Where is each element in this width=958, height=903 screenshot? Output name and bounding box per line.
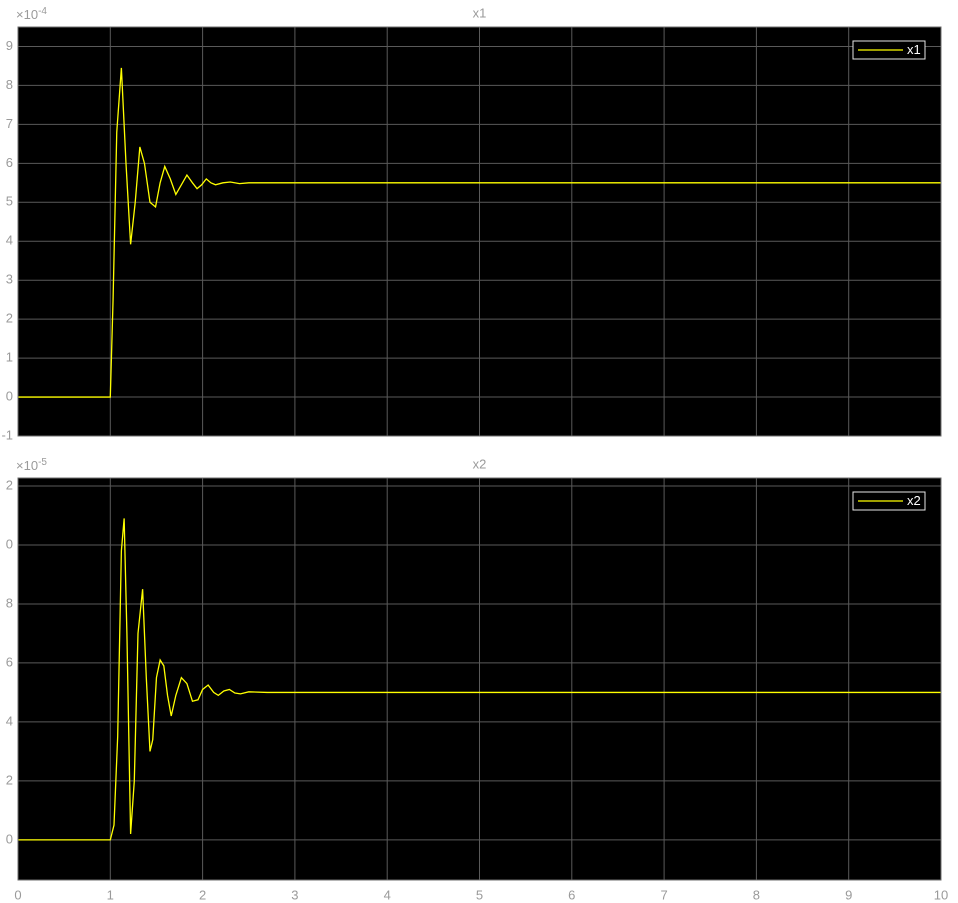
multiplier-exponent: -4 [38,6,47,17]
y-tick-label: 0 [6,536,13,551]
plot-frame [17,477,942,881]
x-tick-label: 1 [107,887,114,902]
x-tick-label: 2 [199,887,206,902]
y-multiplier: ×10-5 [16,457,47,474]
y-tick-label: 1 [6,350,13,365]
y-tick-label: 2 [6,772,13,787]
y-tick-label: -1 [1,427,13,442]
x-tick-label: 10 [934,887,948,902]
x-tick-label: 8 [753,887,760,902]
y-tick-label: 5 [6,194,13,209]
y-tick-label: 7 [6,116,13,131]
chart-title: x2 [473,456,487,471]
y-tick-label: 8 [6,77,13,92]
y-tick-label: 4 [6,713,13,728]
y-tick-label: 2 [6,477,13,492]
y-tick-label: 4 [6,233,13,248]
x-tick-label: 4 [384,887,391,902]
x-tick-label: 0 [14,887,21,902]
y-tick-label: 9 [6,38,13,53]
y-multiplier: ×10-4 [16,6,47,23]
x-tick-label: 7 [660,887,667,902]
multiplier-base: ×10 [16,7,38,22]
data-line [18,67,941,398]
chart-title: x1 [473,5,487,20]
y-tick-label: 8 [6,595,13,610]
y-tick-label: 3 [6,272,13,287]
x-tick-label: 9 [845,887,852,902]
y-tick-label: 0 [6,388,13,403]
multiplier-base: ×10 [16,458,38,473]
legend-label: x2 [907,493,921,508]
data-line [18,518,941,841]
multiplier-exponent: -5 [38,457,47,468]
x-tick-label: 6 [568,887,575,902]
plot-frame [17,26,942,437]
legend-label: x1 [907,42,921,57]
y-tick-label: 2 [6,311,13,326]
x-tick-label: 5 [476,887,483,902]
y-tick-label: 6 [6,654,13,669]
y-tick-label: 0 [6,831,13,846]
x-tick-label: 3 [291,887,298,902]
y-tick-label: 6 [6,155,13,170]
